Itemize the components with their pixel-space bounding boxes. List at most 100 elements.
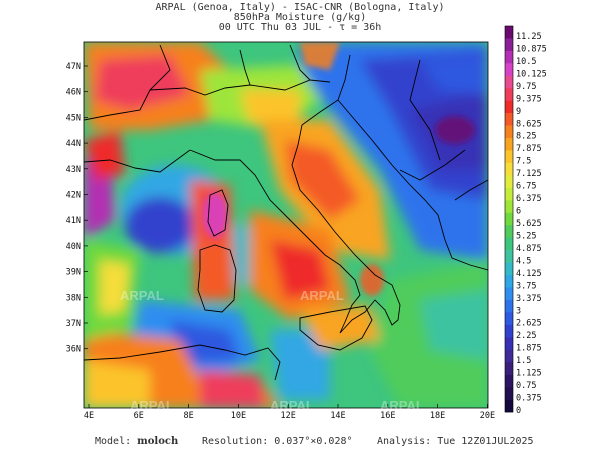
colorbar-swatch xyxy=(505,324,513,338)
colorbar-label: 4.875 xyxy=(516,244,542,254)
watermark: ARPAL xyxy=(120,288,164,303)
watermark: ARPAL xyxy=(300,288,344,303)
moisture-field xyxy=(84,42,488,408)
lat-label: 46N xyxy=(66,88,81,98)
colorbar-frame xyxy=(504,25,514,413)
model-label: Model: xyxy=(95,436,132,447)
lat-label: 42N xyxy=(66,191,81,201)
colorbar-swatch xyxy=(505,75,513,89)
colorbar-swatch xyxy=(505,250,513,263)
colorbar-swatch xyxy=(505,387,513,400)
lat-label: 36N xyxy=(66,345,81,355)
colorbar-label: 7.125 xyxy=(516,169,542,179)
colorbar-swatch xyxy=(505,88,513,102)
lon-label: 10E xyxy=(231,411,246,421)
colorbar-label: 5.25 xyxy=(516,231,536,241)
colorbar-swatch xyxy=(505,312,513,326)
lon-label: 20E xyxy=(480,411,495,421)
colorbar-label: 8.25 xyxy=(516,132,536,142)
colorbar-label: 7.5 xyxy=(516,157,531,167)
lat-label: 37N xyxy=(66,319,81,329)
colorbar xyxy=(504,25,514,413)
colorbar-swatch xyxy=(505,337,513,351)
resolution-info: Resolution: 0.037°×0.028° xyxy=(202,436,353,447)
lat-label: 39N xyxy=(66,268,81,278)
colorbar-label: 11.25 xyxy=(516,32,542,42)
lat-label: 43N xyxy=(66,165,81,175)
colorbar-swatch xyxy=(505,237,513,251)
watermark: ARPAL xyxy=(130,398,174,413)
colorbar-swatch xyxy=(505,113,513,126)
colorbar-swatch xyxy=(505,50,513,64)
colorbar-swatch xyxy=(505,150,513,164)
colorbar-swatch xyxy=(505,299,513,313)
lon-label: 14E xyxy=(330,411,345,421)
colorbar-label: 0.375 xyxy=(516,394,542,404)
colorbar-label: 6.75 xyxy=(516,182,536,192)
colorbar-label: 2.25 xyxy=(516,331,536,341)
colorbar-swatch xyxy=(505,349,513,363)
colorbar-label: 5.625 xyxy=(516,219,542,229)
lat-label: 44N xyxy=(66,139,81,149)
lon-label: 4E xyxy=(84,411,94,421)
lon-label: 18E xyxy=(430,411,445,421)
lon-label: 6E xyxy=(134,411,144,421)
colorbar-label: 0.75 xyxy=(516,381,536,391)
colorbar-label: 10.5 xyxy=(516,57,536,67)
colorbar-label: 7.875 xyxy=(516,144,542,154)
colorbar-label: 9.75 xyxy=(516,82,536,92)
colorbar-label: 10.125 xyxy=(516,69,547,79)
lat-label: 45N xyxy=(66,113,81,123)
colorbar-label: 3.375 xyxy=(516,294,542,304)
colorbar-swatch xyxy=(505,187,513,201)
colorbar-label: 4.5 xyxy=(516,256,531,266)
colorbar-swatch xyxy=(505,26,513,39)
colorbar-label: 1.125 xyxy=(516,369,542,379)
colorbar-label: 4.125 xyxy=(516,269,542,279)
lat-label: 38N xyxy=(66,293,81,303)
colorbar-swatch xyxy=(505,175,513,189)
watermarks: ARPAL ARPAL ARPAL ARPAL ARPAL xyxy=(120,288,424,413)
watermark: ARPAL xyxy=(270,398,314,413)
colorbar-swatch xyxy=(505,287,513,301)
lon-label: 8E xyxy=(183,411,193,421)
lat-label: 40N xyxy=(66,242,81,252)
colorbar-swatch xyxy=(505,38,513,52)
colorbar-label: 1.5 xyxy=(516,356,531,366)
header-line-2: 850hPa Moisture (g/kg) xyxy=(233,12,367,23)
colorbar-label: 6.375 xyxy=(516,194,542,204)
analysis-info: Analysis: Tue 12Z01JUL2025 xyxy=(377,436,534,447)
lat-label: 41N xyxy=(66,216,81,226)
lon-label: 12E xyxy=(281,411,296,421)
header-line-3: 00 UTC Thu 03 JUL - τ = 36h xyxy=(218,22,382,33)
lat-label: 47N xyxy=(66,62,81,72)
colorbar-swatch xyxy=(505,262,513,276)
colorbar-swatch xyxy=(505,162,513,176)
colorbar-swatch xyxy=(505,125,513,139)
coastlines xyxy=(84,44,488,381)
model-info: Model: moloch xyxy=(95,436,178,447)
header-line-1: ARPAL (Genoa, Italy) - ISAC-CNR (Bologna… xyxy=(155,2,445,13)
colorbar-label: 0 xyxy=(516,406,521,416)
colorbar-swatch xyxy=(505,63,513,77)
colorbar-swatch xyxy=(505,374,513,388)
colorbar-label: 9 xyxy=(516,107,521,117)
colorbar-label: 8.625 xyxy=(516,119,542,129)
colorbar-label: 6 xyxy=(516,207,521,217)
longitude-axis: 4E 6E 8E 10E 12E 14E 16E 18E 20E xyxy=(84,404,495,421)
colorbar-label: 1.875 xyxy=(516,344,542,354)
lon-label: 16E xyxy=(380,411,395,421)
colorbar-swatch xyxy=(505,212,513,226)
model-value: moloch xyxy=(137,436,179,447)
colorbar-swatch xyxy=(505,399,513,413)
colorbar-swatch xyxy=(505,138,513,151)
colorbar-swatch xyxy=(505,200,513,214)
colorbar-swatch xyxy=(505,100,513,114)
colorbar-label: 10.875 xyxy=(516,44,547,54)
colorbar-label: 3 xyxy=(516,306,521,316)
colorbar-swatch xyxy=(505,275,513,288)
colorbar-swatch xyxy=(505,362,513,375)
colorbar-label: 9.375 xyxy=(516,94,542,104)
latitude-axis: 47N 46N 45N 44N 43N 42N 41N 40N 39N 38N 37N 36N xyxy=(66,62,88,355)
